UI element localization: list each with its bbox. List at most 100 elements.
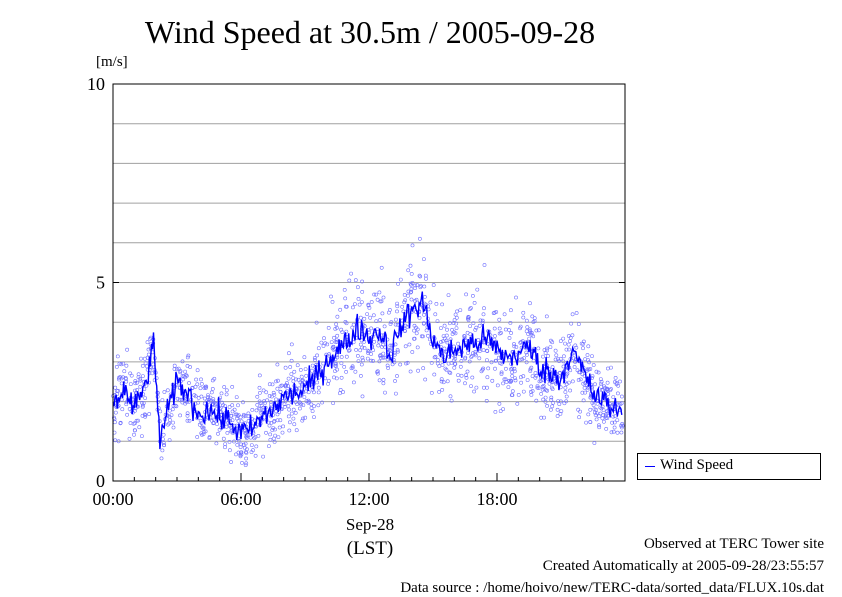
sample-point: [544, 314, 549, 319]
sample-point: [576, 322, 581, 327]
sample-point: [312, 415, 316, 420]
sample-point: [312, 404, 316, 409]
sample-point: [180, 359, 185, 364]
sample-point: [359, 300, 364, 305]
sample-point: [309, 402, 314, 407]
sample-point: [273, 433, 278, 438]
sample-point: [588, 407, 593, 412]
sample-point: [463, 381, 467, 386]
sample-point: [521, 315, 526, 320]
sample-point: [294, 428, 299, 433]
sample-point: [493, 366, 497, 371]
sample-point: [467, 359, 472, 364]
sample-point: [242, 445, 247, 450]
sample-point: [454, 315, 459, 320]
sample-point: [492, 334, 497, 338]
sample-point: [113, 385, 118, 390]
sample-point: [241, 412, 246, 417]
sample-point: [416, 368, 421, 373]
sample-point: [378, 353, 383, 358]
sample-point: [224, 424, 229, 429]
sample-point: [524, 329, 529, 334]
sample-point: [444, 338, 449, 343]
sample-point: [335, 314, 340, 319]
sample-point: [619, 430, 624, 435]
sample-point: [485, 375, 490, 380]
sample-point: [385, 363, 390, 368]
sample-point: [344, 354, 349, 359]
sample-point: [257, 385, 262, 390]
sample-point: [594, 417, 599, 422]
sample-point: [357, 302, 362, 307]
sample-point: [289, 372, 294, 377]
sample-point: [469, 384, 473, 389]
sample-point: [356, 359, 361, 364]
sample-point: [371, 348, 376, 353]
sample-point: [591, 363, 596, 367]
sample-point: [393, 391, 398, 396]
sample-point: [291, 376, 296, 381]
sample-point: [374, 319, 379, 324]
sample-point: [470, 293, 475, 298]
sample-point: [395, 348, 400, 352]
sample-point: [175, 396, 180, 401]
sample-point: [498, 361, 502, 366]
sample-point: [304, 399, 309, 404]
sample-point: [585, 387, 590, 392]
sample-point: [265, 398, 270, 403]
sample-point: [269, 402, 274, 407]
sample-point: [514, 345, 519, 349]
sample-point: [344, 369, 349, 374]
sample-point: [539, 415, 544, 420]
sample-point: [343, 304, 348, 309]
sample-point: [360, 279, 365, 284]
sample-point: [332, 335, 336, 340]
sample-point: [566, 334, 571, 338]
sample-point: [551, 400, 556, 405]
sample-point: [581, 341, 586, 346]
sample-point: [447, 370, 452, 375]
sample-point: [117, 361, 122, 366]
sample-point: [429, 390, 434, 395]
sample-point: [525, 378, 530, 383]
sample-point: [403, 329, 407, 334]
sample-point: [396, 281, 401, 286]
sample-point: [335, 367, 340, 372]
sample-point: [367, 305, 372, 310]
sample-point: [327, 352, 332, 357]
sample-point: [175, 367, 179, 372]
sample-point: [374, 292, 378, 297]
sample-point: [127, 407, 132, 411]
sample-point: [199, 377, 203, 382]
sample-point: [139, 400, 144, 405]
sample-point: [556, 357, 560, 362]
sample-point: [510, 393, 515, 398]
sample-point: [146, 352, 151, 357]
sample-point: [480, 318, 485, 323]
sample-point: [464, 375, 469, 380]
sample-point: [422, 284, 427, 289]
sample-point: [187, 418, 192, 423]
sample-point: [128, 382, 133, 387]
sample-point: [492, 326, 497, 331]
sample-point: [533, 371, 538, 375]
sample-point: [286, 351, 291, 356]
sample-point: [244, 450, 249, 455]
sample-point: [280, 430, 285, 435]
sample-point: [606, 366, 610, 371]
sample-point: [572, 359, 577, 364]
sample-point: [465, 369, 470, 374]
sample-point: [257, 399, 262, 404]
sample-point: [239, 452, 244, 457]
sample-point: [522, 356, 527, 361]
sample-point: [178, 413, 183, 418]
sample-point: [329, 294, 333, 299]
sample-point: [147, 371, 152, 376]
sample-point: [616, 391, 620, 396]
sample-point: [359, 362, 364, 367]
sample-point: [236, 450, 241, 455]
sample-point: [440, 363, 445, 367]
sample-point: [513, 378, 518, 383]
sample-point: [232, 407, 237, 412]
sample-point: [615, 430, 620, 435]
